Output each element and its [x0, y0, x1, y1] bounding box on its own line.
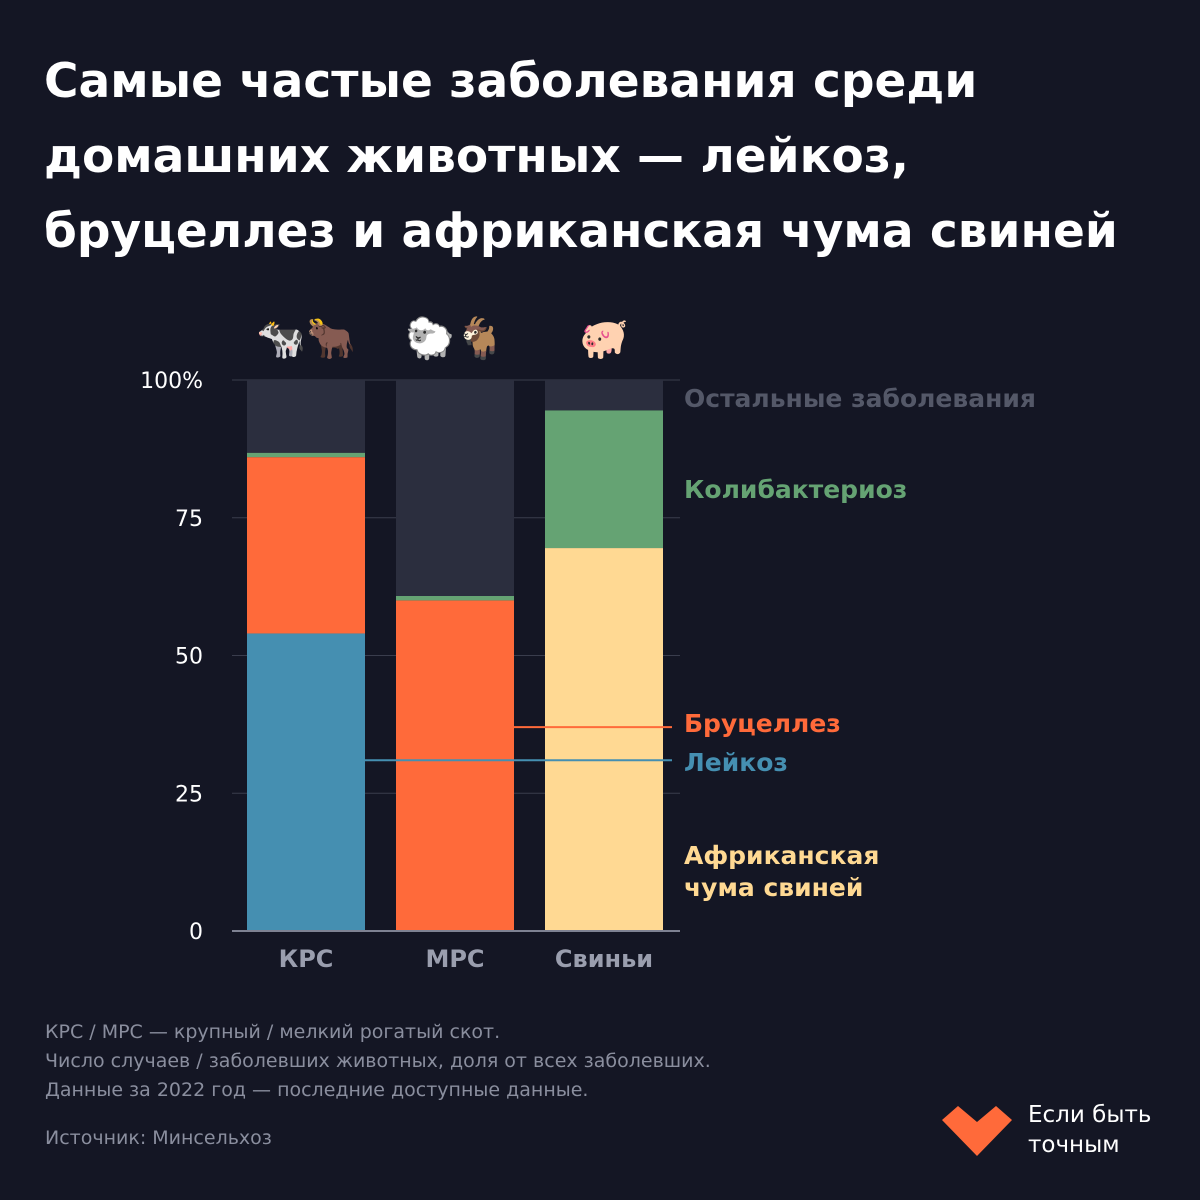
category-animal-icon-3: 🐖 — [579, 316, 629, 362]
source-note: Источник: Минсельхоз — [45, 1127, 272, 1149]
x-tick-label-2: МРС — [425, 945, 484, 973]
bar-1-лейкоз — [247, 633, 365, 931]
footnote-2: Число случаев / заболевших животных, дол… — [45, 1050, 711, 1072]
bar-2-колибактериоз — [396, 595, 514, 601]
bar-3-колибактериоз — [545, 410, 663, 549]
legend-label-5-line-2: чума свиней — [684, 873, 863, 902]
brand-logo[interactable]: Если быть точным — [940, 1100, 1151, 1160]
y-tick-label-25: 25 — [175, 782, 203, 807]
legend-label-5-line-1: Африканская — [684, 841, 879, 870]
stacked-bar-chart: 0 25 50 75 100% КРС 🐄🐂 МРС 🐑🐐 Свиньи 🐖 Остальные за… — [140, 314, 1036, 973]
y-tick-label-75: 75 — [175, 507, 203, 532]
category-animal-icon-2: 🐑🐐 — [405, 314, 505, 362]
y-tick-label-50: 50 — [175, 645, 203, 670]
title-line-1: Самые частые заболевания среди — [44, 54, 978, 109]
title-line-2: домашних животных — лейкоз, — [44, 129, 909, 184]
x-tick-label-1: КРС — [279, 945, 334, 973]
bar-1-колибактериоз — [247, 452, 365, 458]
y-tick-label-0: 0 — [189, 920, 203, 945]
footnote-3: Данные за 2022 год — последние доступные… — [45, 1079, 589, 1101]
brand-line-2: точным — [1028, 1132, 1120, 1158]
title-line-3: бруцеллез и африканская чума свиней — [44, 204, 1118, 259]
footnotes: КРС / МРС — крупный / мелкий рогатый ско… — [45, 1018, 711, 1105]
bar-2-бруцеллез — [396, 600, 514, 931]
brand-name: Если быть точным — [1028, 1100, 1151, 1160]
page-title: Самые частые заболевания среди домашних … — [44, 44, 1174, 269]
bar-3-остальные-заболевания — [545, 380, 663, 411]
bar-1-бруцеллез — [247, 457, 365, 634]
legend-label-1: Остальные заболевания — [684, 384, 1036, 413]
legend-label-3: Бруцеллез — [684, 709, 841, 738]
y-tick-label-100: 100% — [140, 369, 203, 394]
x-tick-label-3: Свиньи — [555, 945, 653, 973]
footnote-1: КРС / МРС — крупный / мелкий рогатый ско… — [45, 1021, 501, 1043]
brand-line-1: Если быть — [1028, 1102, 1152, 1128]
bar-1-остальные-заболевания — [247, 380, 365, 453]
category-animal-icon-1: 🐄🐂 — [256, 316, 356, 362]
bar-2-остальные-заболевания — [396, 380, 514, 596]
legend-label-4: Лейкоз — [684, 748, 788, 777]
legend-label-2: Колибактериоз — [684, 475, 907, 504]
bar-3-африканская-чума-свиней — [545, 548, 663, 931]
heart-logo-icon — [942, 1106, 1012, 1156]
